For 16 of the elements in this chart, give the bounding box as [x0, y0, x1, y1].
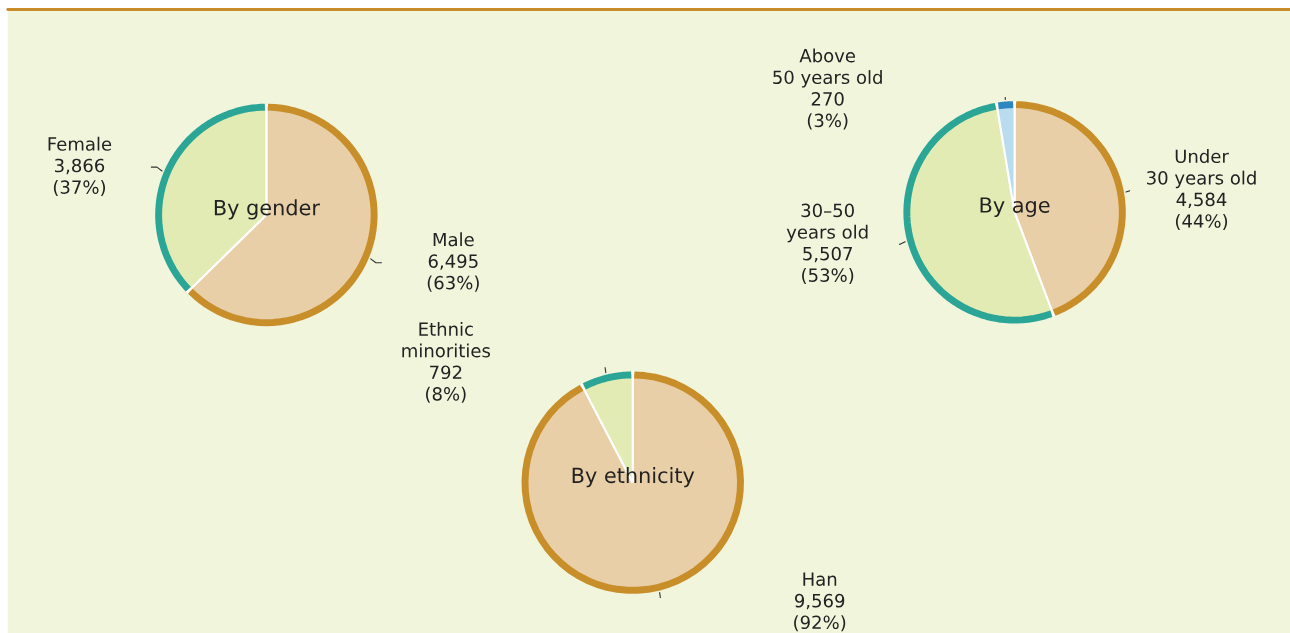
text: By age	[980, 197, 1050, 217]
slice-label: Female	[48, 136, 112, 151]
data-label: 792 (8%)	[426, 365, 466, 403]
slice-label: Ethnic minorities	[402, 321, 491, 358]
data-label: 6,495 (63%)	[427, 254, 479, 292]
data-label: 4,584 (44%)	[1175, 192, 1228, 230]
data-label: 3,866 (37%)	[53, 158, 106, 197]
data-label: 270 (3%)	[807, 92, 848, 130]
data-label: 5,507 (53%)	[802, 246, 854, 285]
slice-label: 30–50 years old	[786, 203, 868, 243]
slice-label: Under 30 years old	[1147, 149, 1256, 189]
text: By ethnicity	[572, 467, 695, 488]
slice-label: Han	[803, 572, 837, 586]
slice-label: Above 50 years old	[773, 48, 882, 88]
data-label: 9,569 (92%)	[794, 593, 846, 632]
slice-label: Male	[433, 232, 474, 247]
